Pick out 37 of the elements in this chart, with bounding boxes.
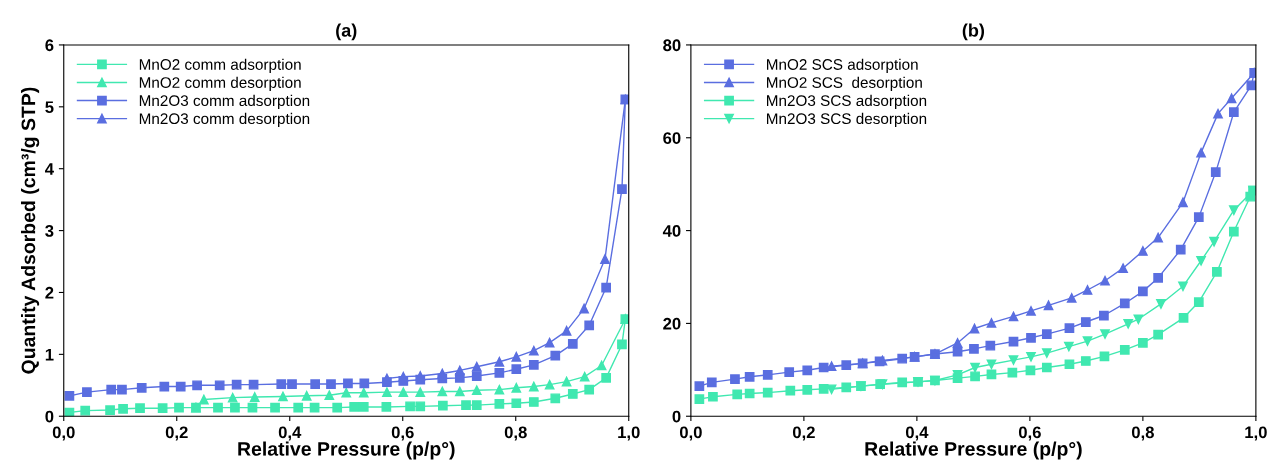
y-tick-label: 5 bbox=[45, 101, 54, 114]
x-tick-label: 0,0 bbox=[52, 426, 75, 441]
x-tick-label: 0,0 bbox=[679, 426, 702, 441]
x-tick-label: 0,4 bbox=[905, 426, 929, 441]
legend-label: MnO2 SCS adsorption bbox=[767, 58, 918, 73]
x-tick-label: 0,8 bbox=[1131, 426, 1154, 441]
x-tick-label: 0,6 bbox=[391, 426, 414, 441]
legend-label: MnO2 comm adsorption bbox=[139, 58, 301, 73]
y-axis-title: Quantity Adsorbed (cm³/g STP) bbox=[20, 87, 40, 374]
y-tick-label: 20 bbox=[663, 317, 681, 330]
legend-label: Mn2O3 SCS adsorption bbox=[767, 94, 927, 110]
y-tick-label: 1 bbox=[45, 348, 54, 361]
x-tick-label: 1,0 bbox=[1245, 426, 1267, 441]
legend-label: Mn2O3 comm adsorption bbox=[139, 94, 310, 110]
legend-label: MnO2 SCS desorption bbox=[767, 76, 922, 91]
y-tick-label: 3 bbox=[45, 224, 54, 237]
y-tick-label: 6 bbox=[45, 39, 54, 52]
x-tick-label: 0,2 bbox=[165, 426, 188, 441]
y-tick-label: 0 bbox=[672, 410, 681, 423]
x-axis-title: Relative Pressure (p/p°) bbox=[865, 441, 1082, 460]
y-tick-label: 40 bbox=[662, 224, 681, 237]
legend-label: Mn2O3 SCS desorption bbox=[767, 112, 927, 128]
x-tick-label: 0,8 bbox=[504, 426, 527, 441]
x-tick-label: 1,0 bbox=[618, 426, 640, 441]
y-tick-label: 0 bbox=[45, 410, 54, 423]
y-tick-label: 60 bbox=[663, 132, 681, 144]
y-tick-label: 80 bbox=[663, 39, 681, 52]
x-tick-label: 0,4 bbox=[278, 426, 302, 441]
y-tick-label: 2 bbox=[45, 286, 54, 299]
x-tick-label: 0,2 bbox=[792, 426, 815, 441]
chart-title: (b) bbox=[962, 23, 985, 41]
y-tick-label: 4 bbox=[45, 163, 54, 175]
legend-label: Mn2O3 comm desorption bbox=[139, 112, 310, 128]
chart-title: (a) bbox=[336, 23, 357, 41]
legend-label: MnO2 comm desorption bbox=[139, 76, 301, 91]
x-tick-label: 0,6 bbox=[1018, 426, 1041, 441]
x-axis-title: Relative Pressure (p/p°) bbox=[238, 441, 455, 460]
